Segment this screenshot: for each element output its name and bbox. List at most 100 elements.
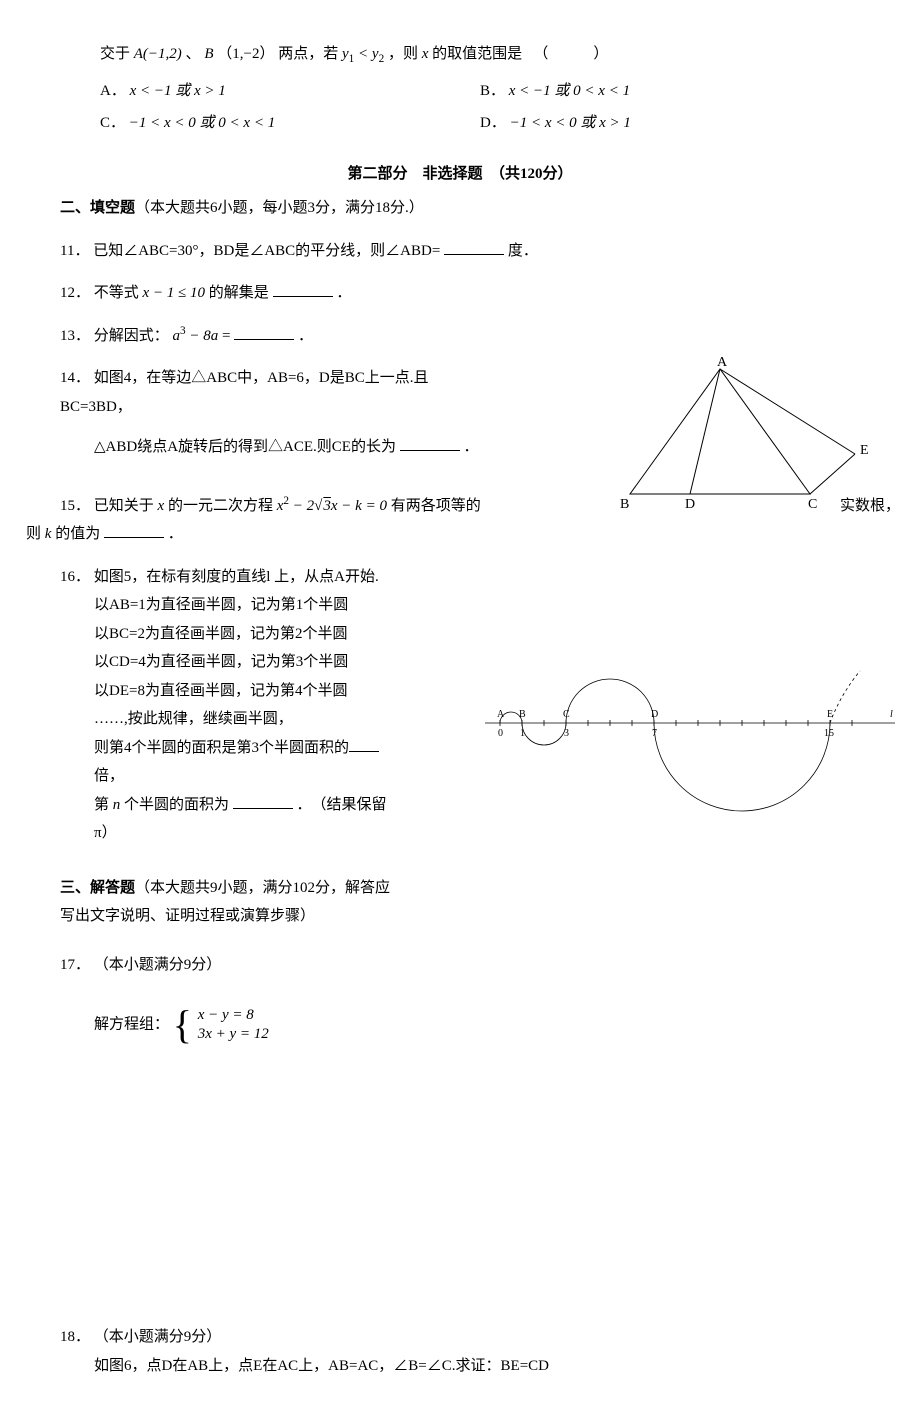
q13-t1: 分解因式： bbox=[94, 328, 169, 344]
q16-num: 16． bbox=[60, 569, 90, 585]
q14-line2-end: ． bbox=[463, 439, 478, 455]
q12-blank bbox=[273, 281, 333, 297]
q17-label: 解方程组： bbox=[94, 1016, 169, 1032]
q16-l7: 第 n 个半圆的面积为 ． （结果保留π） bbox=[60, 791, 400, 848]
q11-t2: 度． bbox=[508, 243, 538, 259]
q10-optA-label: A． bbox=[100, 83, 126, 99]
q10-x: x bbox=[422, 46, 429, 62]
q10-optB-label: B． bbox=[480, 83, 505, 99]
q15-side-note: 实数根， bbox=[840, 492, 900, 521]
q16-l7b: 个半圆的面积为 bbox=[124, 797, 229, 813]
q16-blank1 bbox=[349, 736, 379, 752]
q16-l1: 以AB=1为直径画半圆，记为第1个半圆 bbox=[60, 591, 400, 620]
figure-4-triangle: A B C D E bbox=[590, 354, 890, 514]
q16-l6a: 则第4个半圆的面积是第3个半圆面积的 bbox=[94, 740, 349, 756]
q12-t2: 的解集是 bbox=[209, 285, 269, 301]
q15-l2-pre: 则 bbox=[26, 526, 41, 542]
fig5-A: A bbox=[497, 709, 505, 720]
q12-t3: ． bbox=[336, 285, 351, 301]
fig4-label-A: A bbox=[717, 355, 728, 370]
q10-pointBc: （1,−2） bbox=[217, 46, 274, 62]
q12-expr: x − 1 ≤ 10 bbox=[143, 285, 206, 301]
q18-num: 18． bbox=[60, 1329, 90, 1345]
q15-x: x bbox=[158, 498, 165, 514]
q14-num: 14． bbox=[60, 370, 90, 386]
fig5-t0: 0 bbox=[498, 728, 503, 739]
q10-optC: C． −1 < x < 0 或 0 < x < 1 bbox=[100, 109, 480, 138]
q17-title: （本小题满分9分） bbox=[94, 957, 222, 973]
q16-l5: ……,按此规律，继续画半圆， bbox=[60, 705, 400, 734]
q16-l0: 如图5，在标有刻度的直线l 上，从点A开始. bbox=[94, 569, 379, 585]
q10-t2: 两点，若 bbox=[278, 46, 338, 62]
q13-t3: ． bbox=[298, 328, 313, 344]
q16: 16． 如图5，在标有刻度的直线l 上，从点A开始. 以AB=1为直径画半圆，记… bbox=[60, 563, 860, 848]
q10-optB-expr: x < −1 或 0 < x < 1 bbox=[509, 83, 630, 99]
q10-stem: 交于 A(−1,2) 、 B （1,−2） 两点，若 y1 < y2 ，则 x … bbox=[60, 40, 860, 69]
fig5-E: E bbox=[827, 709, 833, 720]
section2-heading: 二、填空题（本大题共6小题，每小题3分，满分18分.） bbox=[60, 194, 860, 223]
q15-l2-end: ． bbox=[168, 526, 183, 542]
q12-num: 12． bbox=[60, 285, 90, 301]
q14-line2: △ABD绕点A旋转后的得到△ACE.则CE的长为 bbox=[94, 439, 396, 455]
q16-l2: 以BC=2为直径画半圆，记为第2个半圆 bbox=[60, 620, 400, 649]
q17-eq2: 3x + y = 12 bbox=[198, 1025, 269, 1045]
part2-header: 第二部分 非选择题 （共120分） bbox=[60, 160, 860, 189]
q10-optD-label: D． bbox=[480, 115, 506, 131]
q11-t1: 已知∠ABC=30°，BD是∠ABC的平分线，则∠ABD= bbox=[93, 243, 440, 259]
sec3-desc2: 写出文字说明、证明过程或演算步骤） bbox=[60, 908, 315, 924]
sec3-desc1: （本大题共9小题，满分102分，解答应 bbox=[135, 880, 390, 896]
q18-title: （本小题满分9分） bbox=[94, 1329, 222, 1345]
q14-blank bbox=[400, 435, 460, 451]
fig5-t1: 1 bbox=[520, 728, 525, 739]
q16-l3: 以CD=4为直径画半圆，记为第3个半圆 bbox=[60, 648, 400, 677]
fig4-label-E: E bbox=[860, 443, 869, 458]
q16-l6b: 倍， bbox=[94, 768, 124, 784]
q11-num: 11． bbox=[60, 243, 89, 259]
q10-optC-expr: −1 < x < 0 或 0 < x < 1 bbox=[129, 115, 275, 131]
q11: 11． 已知∠ABC=30°，BD是∠ABC的平分线，则∠ABD= 度． bbox=[60, 237, 860, 266]
q16-l4: 以DE=8为直径画半圆，记为第4个半圆 bbox=[60, 677, 400, 706]
q10-pointB: B bbox=[204, 46, 213, 62]
fig5-l: l bbox=[890, 709, 893, 720]
q13-expr: a3 − 8a bbox=[173, 328, 219, 344]
q13-blank bbox=[234, 324, 294, 340]
fig5-t15: 15 bbox=[824, 728, 834, 739]
q10-pointA: A(−1,2) bbox=[134, 46, 182, 62]
q10-optC-label: C． bbox=[100, 115, 125, 131]
q15-l2-post: 的值为 bbox=[55, 526, 100, 542]
q16-l7a: 第 bbox=[94, 797, 109, 813]
sec2-desc: （本大题共6小题，每小题3分，满分18分.） bbox=[135, 200, 424, 216]
q15-t3: 有两各项等的 bbox=[391, 498, 481, 514]
q16-n: n bbox=[113, 797, 121, 813]
q18: 18． （本小题满分9分） 如图6，点D在AB上，点E在AC上，AB=AC，∠B… bbox=[60, 1323, 860, 1380]
q15-expr: x2 − 23x − k = 0 bbox=[277, 498, 387, 514]
q13: 13． 分解因式： a3 − 8a = ． bbox=[60, 322, 860, 351]
section3-heading: 三、解答题（本大题共9小题，满分102分，解答应 写出文字说明、证明过程或演算步… bbox=[60, 874, 860, 931]
q10-optD: D． −1 < x < 0 或 x > 1 bbox=[480, 109, 860, 138]
q15: 15． 已知关于 x 的一元二次方程 x2 − 23x − k = 0 有两各项… bbox=[60, 492, 860, 549]
q10-t3: ，则 bbox=[388, 46, 418, 62]
q10-optB: B． x < −1 或 0 < x < 1 bbox=[480, 77, 860, 106]
q17-eq1: x − y = 8 bbox=[198, 1006, 269, 1026]
q14-line1: 如图4，在等边△ABC中，AB=6，D是BC上一点.且BC=3BD， bbox=[60, 370, 429, 415]
q13-t2: = bbox=[222, 328, 230, 344]
q15-num: 15． bbox=[60, 498, 90, 514]
q15-blank bbox=[104, 522, 164, 538]
q15-k: k bbox=[45, 526, 52, 542]
q15-t1: 已知关于 bbox=[94, 498, 154, 514]
q14: 14． 如图4，在等边△ABC中，AB=6，D是BC上一点.且BC=3BD， △… bbox=[60, 364, 860, 462]
fig5-C: C bbox=[563, 709, 570, 720]
fig5-t7: 7 bbox=[652, 728, 657, 739]
q12: 12． 不等式 x − 1 ≤ 10 的解集是 ． bbox=[60, 279, 860, 308]
q16-blank2 bbox=[233, 793, 293, 809]
q10-optA-expr: x < −1 或 x > 1 bbox=[130, 83, 226, 99]
q12-t1: 不等式 bbox=[94, 285, 139, 301]
sec2-title: 二、填空题 bbox=[60, 200, 135, 216]
q15-t2: 的一元二次方程 bbox=[168, 498, 273, 514]
q17-system: { x − y = 8 3x + y = 12 bbox=[173, 987, 269, 1063]
q10-ineq: y1 < y2 bbox=[342, 46, 384, 62]
sec3-title: 三、解答题 bbox=[60, 880, 135, 896]
fig5-B: B bbox=[519, 709, 526, 720]
q10-paren: （ ） bbox=[533, 46, 608, 62]
q10-optD-expr: −1 < x < 0 或 x > 1 bbox=[510, 115, 631, 131]
